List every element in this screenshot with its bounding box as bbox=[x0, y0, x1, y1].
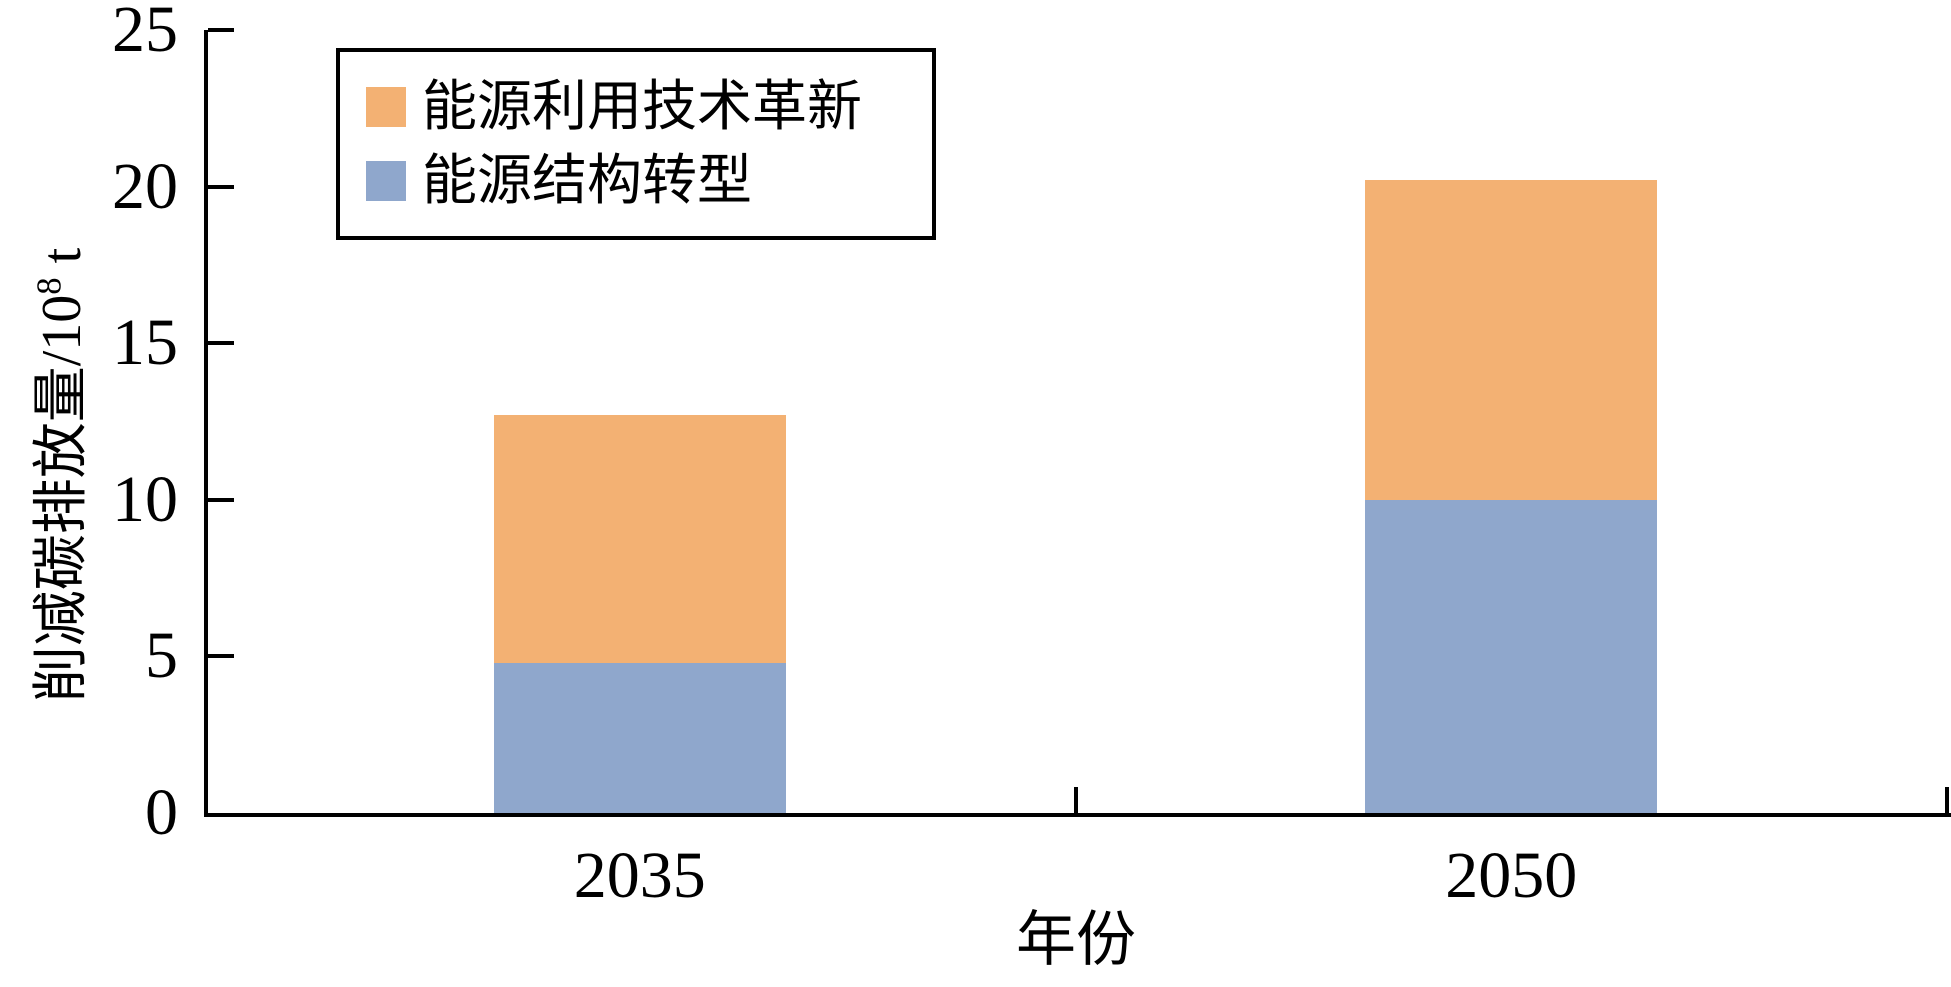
y-tick-label-25: 25 bbox=[112, 0, 178, 66]
x-tick-label-2035: 2035 bbox=[573, 839, 706, 912]
legend-label: 能源利用技术革新 bbox=[422, 76, 863, 137]
y-axis-title-superscript: 8 bbox=[29, 277, 69, 295]
bar-segment-2050-能源结构转型 bbox=[1365, 499, 1658, 813]
y-tick-label-20: 20 bbox=[112, 149, 178, 223]
y-tick-mark-20 bbox=[208, 184, 234, 189]
legend-swatch-能源利用技术革新 bbox=[366, 87, 406, 127]
bar-segment-2035-能源利用技术革新 bbox=[493, 415, 786, 663]
bar-segment-2035-能源结构转型 bbox=[493, 662, 786, 813]
y-tick-label-15: 15 bbox=[112, 306, 178, 380]
x-tick-label-2050: 2050 bbox=[1445, 839, 1578, 912]
legend-label: 能源结构转型 bbox=[422, 150, 753, 211]
legend-swatch-能源结构转型 bbox=[366, 161, 406, 201]
y-axis-title-suffix: t bbox=[31, 247, 93, 278]
y-tick-mark-10 bbox=[208, 497, 234, 502]
y-tick-mark-5 bbox=[208, 654, 234, 659]
legend-item-能源利用技术革新: 能源利用技术革新 bbox=[366, 77, 932, 137]
bar-segment-2050-能源利用技术革新 bbox=[1365, 180, 1658, 500]
y-tick-mark-15 bbox=[208, 341, 234, 346]
x-axis-title: 年份 bbox=[1016, 907, 1136, 973]
y-tick-label-10: 10 bbox=[112, 462, 178, 536]
legend-item-能源结构转型: 能源结构转型 bbox=[366, 151, 932, 211]
y-tick-label-5: 5 bbox=[145, 619, 178, 693]
x-tick-mark-1 bbox=[1073, 787, 1078, 813]
legend: 能源利用技术革新 能源结构转型 bbox=[336, 48, 936, 240]
plot-area bbox=[204, 30, 1951, 817]
y-tick-mark-25 bbox=[208, 28, 234, 32]
y-tick-label-0: 0 bbox=[145, 776, 178, 849]
x-tick-mark-2 bbox=[1945, 787, 1949, 813]
